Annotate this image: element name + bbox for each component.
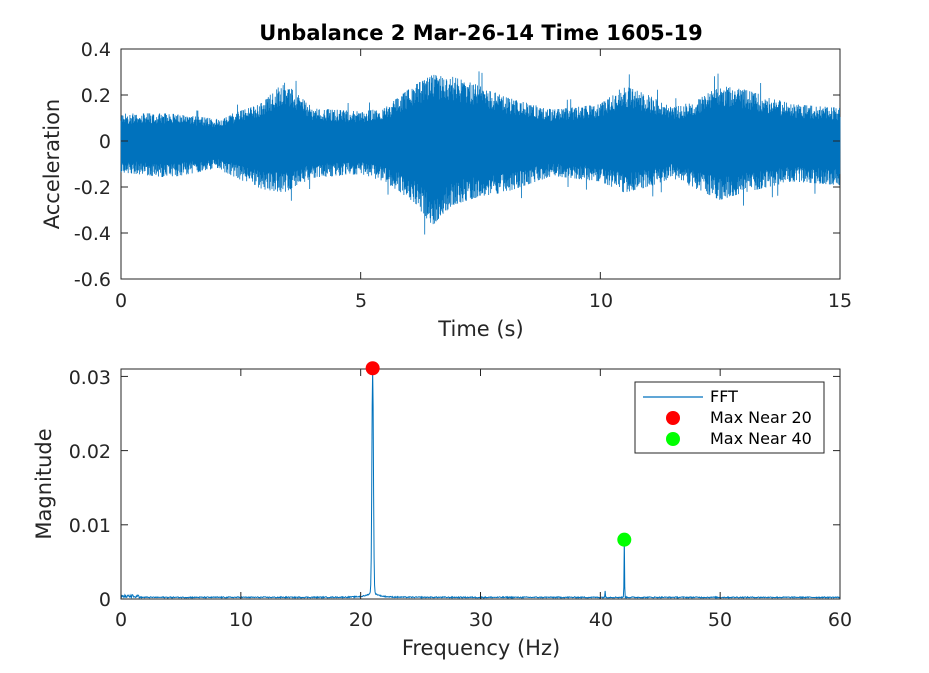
fft-y-axis-label: Magnitude (32, 428, 56, 539)
x-tick-label: 30 (469, 609, 493, 631)
x-tick-label: 15 (828, 290, 852, 312)
x-tick-label: 10 (589, 290, 613, 312)
time-plot: Unbalance 2 Mar-26-14 Time 1605-19 0 5 1… (40, 21, 852, 341)
fft-y-ticks: 0 0.01 0.02 0.03 (69, 367, 111, 611)
legend-green-marker-swatch (666, 432, 680, 446)
time-plot-title: Unbalance 2 Mar-26-14 Time 1605-19 (259, 21, 702, 45)
time-x-axis-label: Time (s) (437, 317, 523, 341)
x-tick-label: 50 (708, 609, 732, 631)
y-tick-label: 0.2 (81, 85, 111, 107)
max-near-20-marker (365, 361, 380, 376)
time-y-ticks: -0.6 -0.4 -0.2 0 0.2 0.4 (74, 39, 111, 291)
max-near-40-marker (617, 532, 632, 547)
y-tick-label: 0 (99, 131, 111, 153)
x-tick-label: 0 (115, 609, 127, 631)
x-tick-label: 40 (589, 609, 613, 631)
legend: FFT Max Near 20 Max Near 40 (634, 381, 825, 454)
x-tick-label: 10 (229, 609, 253, 631)
y-tick-label: 0.4 (81, 39, 111, 61)
fft-x-axis-label: Frequency (Hz) (402, 636, 560, 660)
y-tick-label: -0.4 (74, 223, 111, 245)
legend-label-fft: FFT (710, 387, 738, 406)
fft-tick-marks (120, 369, 841, 600)
fft-max-markers (365, 361, 632, 547)
legend-label-max-near-40: Max Near 40 (710, 429, 812, 448)
time-tick-marks (120, 48, 841, 280)
time-signal-line (120, 71, 841, 235)
time-y-axis-label: Acceleration (40, 99, 64, 230)
fft-x-ticks: 0 10 20 30 40 50 60 (115, 609, 852, 631)
y-tick-label: 0.01 (69, 515, 111, 537)
y-tick-label: 0 (99, 589, 111, 611)
x-tick-label: 5 (355, 290, 367, 312)
y-tick-label: -0.2 (74, 177, 111, 199)
time-x-ticks: 0 5 10 15 (115, 290, 852, 312)
acceleration-trace (120, 71, 841, 235)
x-tick-label: 0 (115, 290, 127, 312)
y-tick-label: 0.02 (69, 441, 111, 463)
y-tick-label: -0.6 (74, 269, 111, 291)
x-tick-label: 20 (349, 609, 373, 631)
legend-red-marker-swatch (666, 411, 680, 425)
x-tick-label: 60 (828, 609, 852, 631)
legend-label-max-near-20: Max Near 20 (710, 408, 812, 427)
fft-plot: 0 10 20 30 40 50 60 0 0.01 0.02 0.03 Fre… (32, 361, 852, 660)
y-tick-label: 0.03 (69, 367, 111, 389)
